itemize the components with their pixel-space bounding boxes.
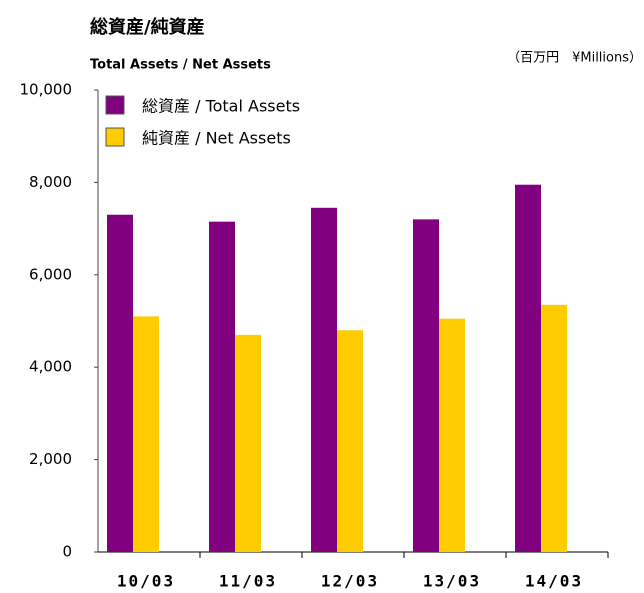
- y-tick-label: 4,000: [29, 358, 72, 376]
- bar: [311, 207, 337, 552]
- bar: [541, 304, 567, 552]
- bar: [439, 318, 465, 552]
- bar: [413, 219, 439, 553]
- chart-title: 総資産/純資産: [90, 16, 205, 38]
- legend-label: 純資産 / Net Assets: [142, 129, 291, 148]
- bar: [515, 184, 541, 552]
- bar: [209, 221, 235, 553]
- y-tick-label: 0: [62, 543, 72, 561]
- x-tick-label: 12/03: [321, 572, 379, 591]
- bar: [235, 334, 261, 552]
- y-tick-label: 6,000: [29, 265, 72, 283]
- legend-swatch: [105, 95, 125, 115]
- bar: [337, 330, 363, 552]
- chart-subtitle: Total Assets / Net Assets: [90, 58, 271, 73]
- y-tick-label: 2,000: [29, 450, 72, 468]
- legend-swatch: [105, 127, 125, 147]
- x-tick-label: 14/03: [525, 572, 583, 591]
- bar: [133, 316, 159, 552]
- x-tick-label: 10/03: [117, 572, 175, 591]
- y-tick-label: 8,000: [29, 173, 72, 191]
- x-tick-label: 11/03: [219, 572, 277, 591]
- x-tick-label: 13/03: [423, 572, 481, 591]
- unit-label: （百万円 ¥Millions）: [507, 51, 642, 66]
- legend-label: 総資産 / Total Assets: [142, 97, 300, 116]
- y-tick-label: 10,000: [20, 81, 73, 99]
- bar: [107, 214, 133, 553]
